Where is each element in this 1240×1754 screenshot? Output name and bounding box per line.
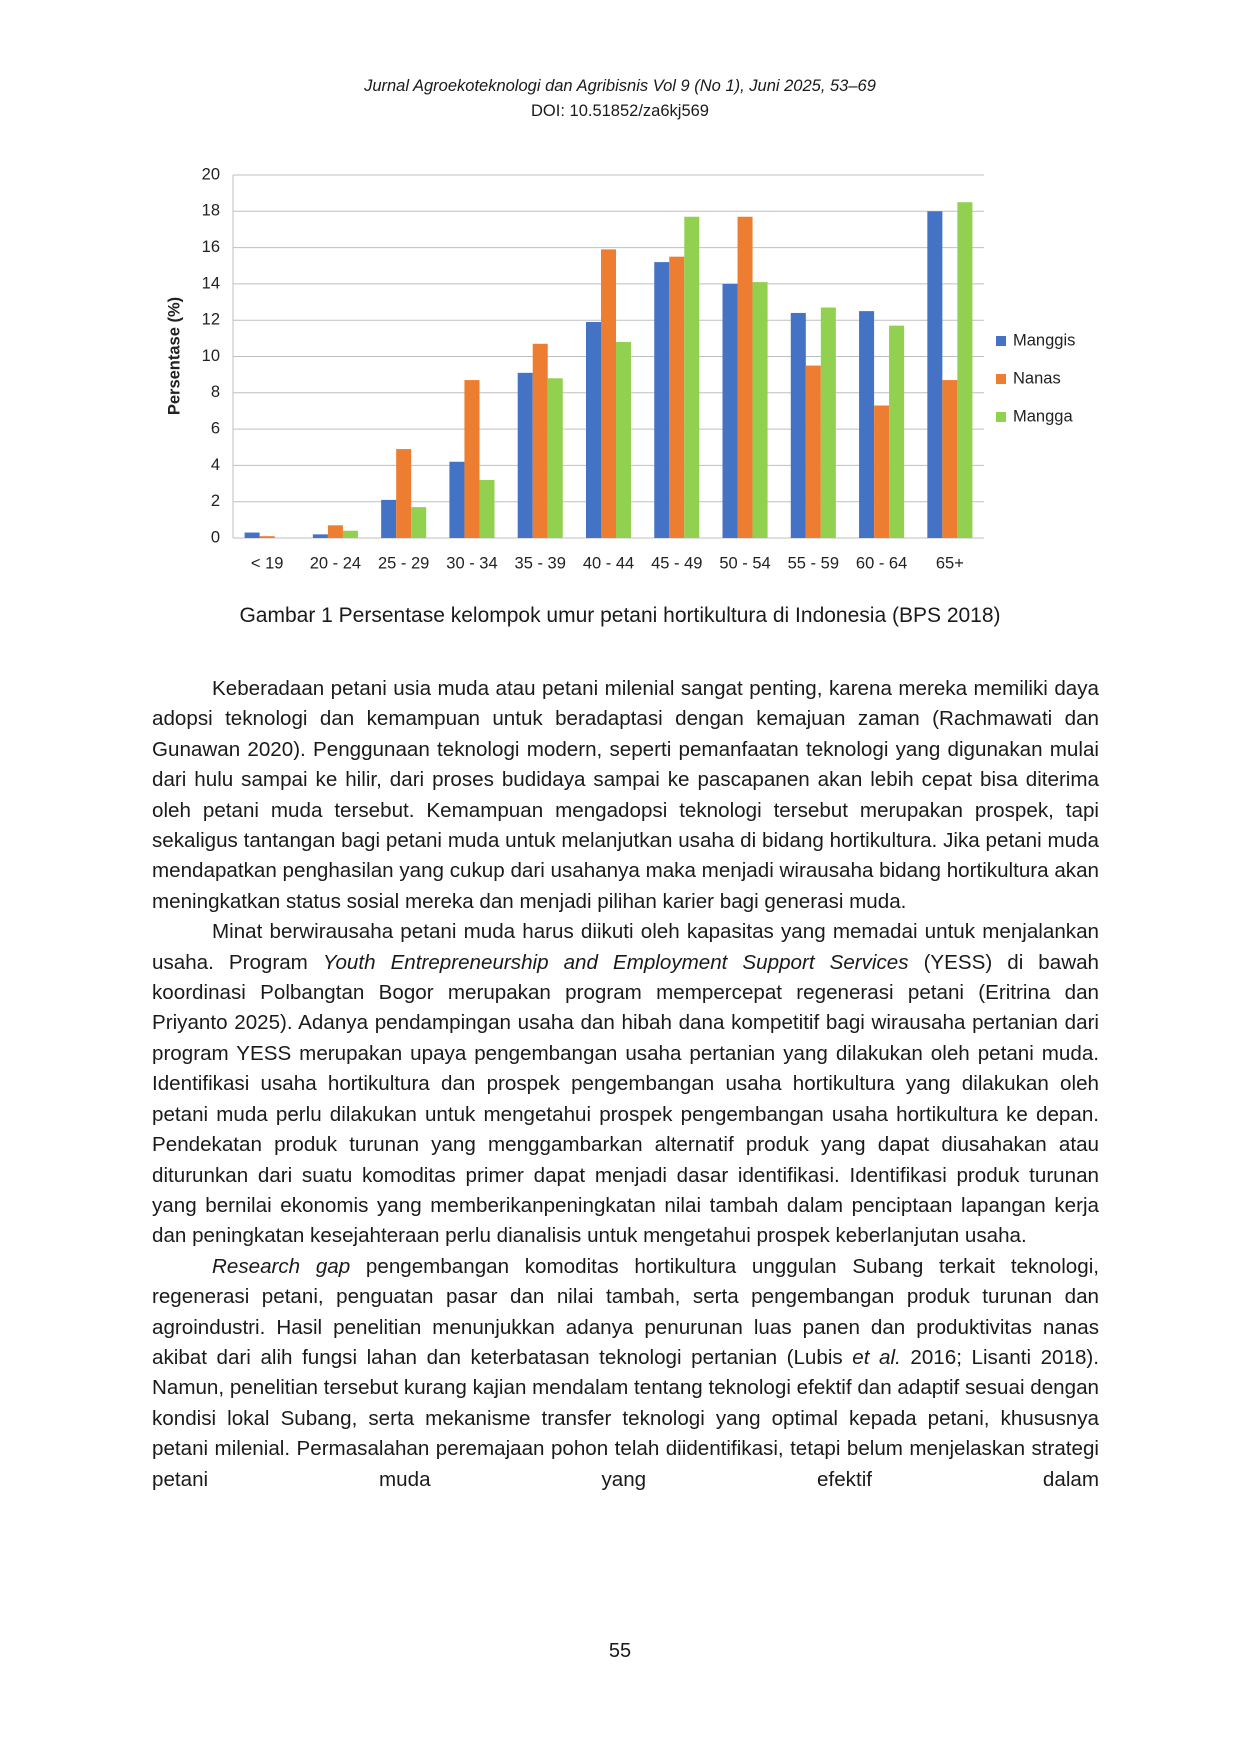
figure-caption: Gambar 1 Persentase kelompok umur petani… [239, 604, 1001, 627]
y-tick-label: 16 [202, 238, 220, 256]
bar [411, 507, 427, 538]
italic-run: Research gap [212, 1254, 351, 1278]
y-tick-label: 14 [202, 274, 220, 292]
bar [790, 312, 806, 538]
y-tick-label: 0 [211, 528, 220, 546]
x-tick-label: 25 - 29 [378, 554, 429, 572]
bar [479, 479, 495, 538]
y-tick-label: 12 [202, 311, 220, 329]
x-tick-label: 20 - 24 [310, 554, 361, 572]
x-tick-label: 50 - 54 [719, 554, 770, 572]
bar [585, 322, 601, 538]
bar [312, 534, 328, 538]
y-tick-label: 18 [202, 202, 220, 220]
y-tick-label: 10 [202, 347, 220, 365]
x-tick-label: 65+ [936, 554, 964, 572]
legend-swatch [996, 374, 1006, 384]
paragraph: Keberadaan petani usia muda atau petani … [152, 674, 1099, 917]
x-tick-label: 30 - 34 [446, 554, 497, 572]
legend-label: Nanas [1013, 369, 1061, 387]
bar [957, 202, 973, 538]
y-tick-label: 2 [211, 492, 220, 510]
bar [722, 283, 738, 538]
legend-swatch [996, 412, 1006, 422]
y-axis-label: Persentase (%) [165, 297, 183, 415]
text-run: 2016; Lisanti 2018). Namun, penelitian t… [152, 1345, 1099, 1491]
bar [616, 341, 632, 538]
y-tick-label: 20 [202, 165, 220, 183]
text-run: (YESS) di bawah koordinasi Polbangtan Bo… [152, 950, 1099, 1248]
paragraph: Minat berwirausaha petani muda harus dii… [152, 917, 1099, 1251]
bar [381, 499, 397, 538]
legend-label: Manggis [1013, 331, 1075, 349]
bar [927, 211, 943, 539]
body-text: Keberadaan petani usia muda atau petani … [152, 674, 1099, 1495]
bar [684, 216, 700, 538]
bar [517, 372, 533, 538]
x-tick-label: 40 - 44 [583, 554, 634, 572]
paragraph: Research gap pengembangan komoditas hort… [152, 1252, 1099, 1495]
bar [752, 282, 768, 538]
page-number: 55 [608, 1640, 632, 1662]
italic-run: et al. [852, 1345, 901, 1369]
y-tick-label: 6 [211, 419, 220, 437]
text-run: Minat berwirausaha petani muda harus dii… [152, 920, 1099, 974]
x-tick-label: 60 - 64 [856, 554, 907, 572]
x-tick-label: 45 - 49 [651, 554, 702, 572]
bar [327, 525, 343, 538]
bar [874, 405, 890, 538]
bar [244, 532, 260, 538]
text-run: Keberadaan petani usia muda atau petani … [152, 677, 1099, 913]
bar [669, 256, 685, 538]
bar [547, 378, 563, 538]
bar [820, 307, 836, 538]
bar [464, 380, 480, 538]
legend-swatch [996, 336, 1006, 346]
bar [259, 536, 275, 538]
doi: DOI: 10.51852/za6kj569 [531, 102, 709, 120]
bar [737, 216, 753, 538]
bar [654, 262, 670, 538]
y-tick-label: 4 [211, 456, 220, 474]
x-tick-label: < 19 [251, 554, 284, 572]
journal-header: Jurnal Agroekoteknologi dan Agribisnis V… [364, 77, 876, 95]
bar [805, 365, 821, 538]
bar [600, 249, 617, 539]
bar [449, 461, 465, 538]
bar [396, 449, 412, 538]
bar [532, 343, 548, 538]
chart: Persentase (%) 0 2 4 6 8 10 12 14 16 18 20 < 19 20 -… [165, 165, 1075, 572]
italic-run: Youth Entrepreneurship and Employment Su… [322, 950, 909, 974]
bar [942, 380, 958, 538]
bar [889, 325, 905, 538]
text-run: pengembangan komoditas hortikultura ungg… [152, 1254, 1099, 1369]
y-tick-label: 8 [211, 383, 220, 401]
bar [342, 530, 358, 538]
x-tick-label: 55 - 59 [788, 554, 839, 572]
legend-label: Mangga [1013, 407, 1073, 425]
bar [859, 311, 875, 538]
x-tick-label: 35 - 39 [515, 554, 566, 572]
